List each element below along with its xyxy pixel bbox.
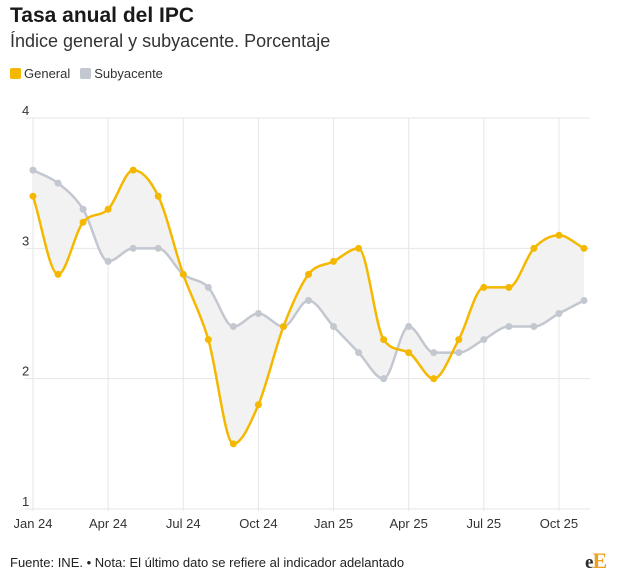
data-point-general <box>104 205 112 213</box>
legend-item-general[interactable]: General <box>10 66 70 81</box>
y-tick-label: 1 <box>22 494 29 509</box>
data-point-subyacente <box>455 349 463 357</box>
legend-item-subyacente[interactable]: Subyacente <box>80 66 163 81</box>
data-point-general <box>330 257 338 265</box>
y-tick-label: 4 <box>22 103 29 118</box>
data-point-subyacente <box>229 323 237 331</box>
data-point-subyacente <box>480 336 488 344</box>
data-point-subyacente <box>380 375 388 383</box>
data-point-general <box>129 166 137 174</box>
data-point-general <box>480 283 488 291</box>
data-point-general <box>380 336 388 344</box>
y-tick-label: 2 <box>22 364 29 379</box>
data-point-subyacente <box>254 310 262 317</box>
x-tick-label: Oct 24 <box>239 516 277 531</box>
brand-logo: eE <box>585 548 607 573</box>
data-point-subyacente <box>580 296 588 304</box>
data-point-general <box>154 192 162 200</box>
source-note: Fuente: INE. • Nota: El último dato se r… <box>10 555 405 570</box>
data-point-subyacente <box>79 205 87 213</box>
data-point-general <box>229 440 237 448</box>
data-point-subyacente <box>305 296 312 304</box>
x-tick-label: Oct 25 <box>540 516 578 531</box>
data-point-general <box>355 244 363 252</box>
x-tick-label: Jan 25 <box>314 516 353 531</box>
data-point-subyacente <box>129 244 137 252</box>
x-tick-label: Apr 24 <box>89 516 127 531</box>
legend-label-subyacente: Subyacente <box>94 66 163 81</box>
data-point-general <box>555 231 563 239</box>
x-tick-label: Jan 24 <box>13 516 52 531</box>
data-point-subyacente <box>29 166 37 174</box>
data-point-general <box>455 336 463 344</box>
data-point-subyacente <box>54 179 62 187</box>
data-point-subyacente <box>104 257 112 265</box>
x-tick-label: Jul 25 <box>466 516 501 531</box>
legend-swatch-subyacente <box>80 68 92 79</box>
data-point-subyacente <box>430 349 438 357</box>
data-point-subyacente <box>154 244 162 252</box>
data-point-subyacente <box>405 323 413 331</box>
data-point-subyacente <box>204 283 212 291</box>
chart-subtitle: Índice general y subyacente. Porcentaje <box>10 31 331 51</box>
legend: General Subyacente <box>10 66 163 81</box>
data-point-general <box>29 192 37 200</box>
data-point-subyacente <box>330 323 338 331</box>
data-point-general <box>54 270 62 278</box>
data-point-subyacente <box>555 310 563 317</box>
data-point-general <box>79 218 87 226</box>
legend-label-general: General <box>24 66 71 81</box>
line-chart: 1 2 3 4 Jan 24 Apr 24 Jul 24 Oct 24 Jan 25 Apr 25… <box>13 103 590 531</box>
data-point-general <box>505 283 513 291</box>
data-point-subyacente <box>355 349 363 357</box>
data-point-general <box>204 336 212 344</box>
data-point-general <box>279 323 287 331</box>
data-point-subyacente <box>530 323 538 331</box>
data-point-general <box>430 375 438 383</box>
data-point-general <box>580 244 588 252</box>
legend-swatch-general <box>10 68 21 79</box>
y-tick-label: 3 <box>22 233 29 248</box>
x-tick-label: Jul 24 <box>166 516 201 531</box>
data-point-subyacente <box>505 323 513 331</box>
data-point-general <box>254 401 262 409</box>
x-tick-label: Apr 25 <box>390 516 428 531</box>
chart-title: Tasa anual del IPC <box>10 4 195 27</box>
data-point-general <box>179 270 187 278</box>
data-point-general <box>405 349 413 357</box>
data-point-general <box>305 270 312 278</box>
band-between-series <box>33 170 584 444</box>
data-point-general <box>530 244 538 252</box>
